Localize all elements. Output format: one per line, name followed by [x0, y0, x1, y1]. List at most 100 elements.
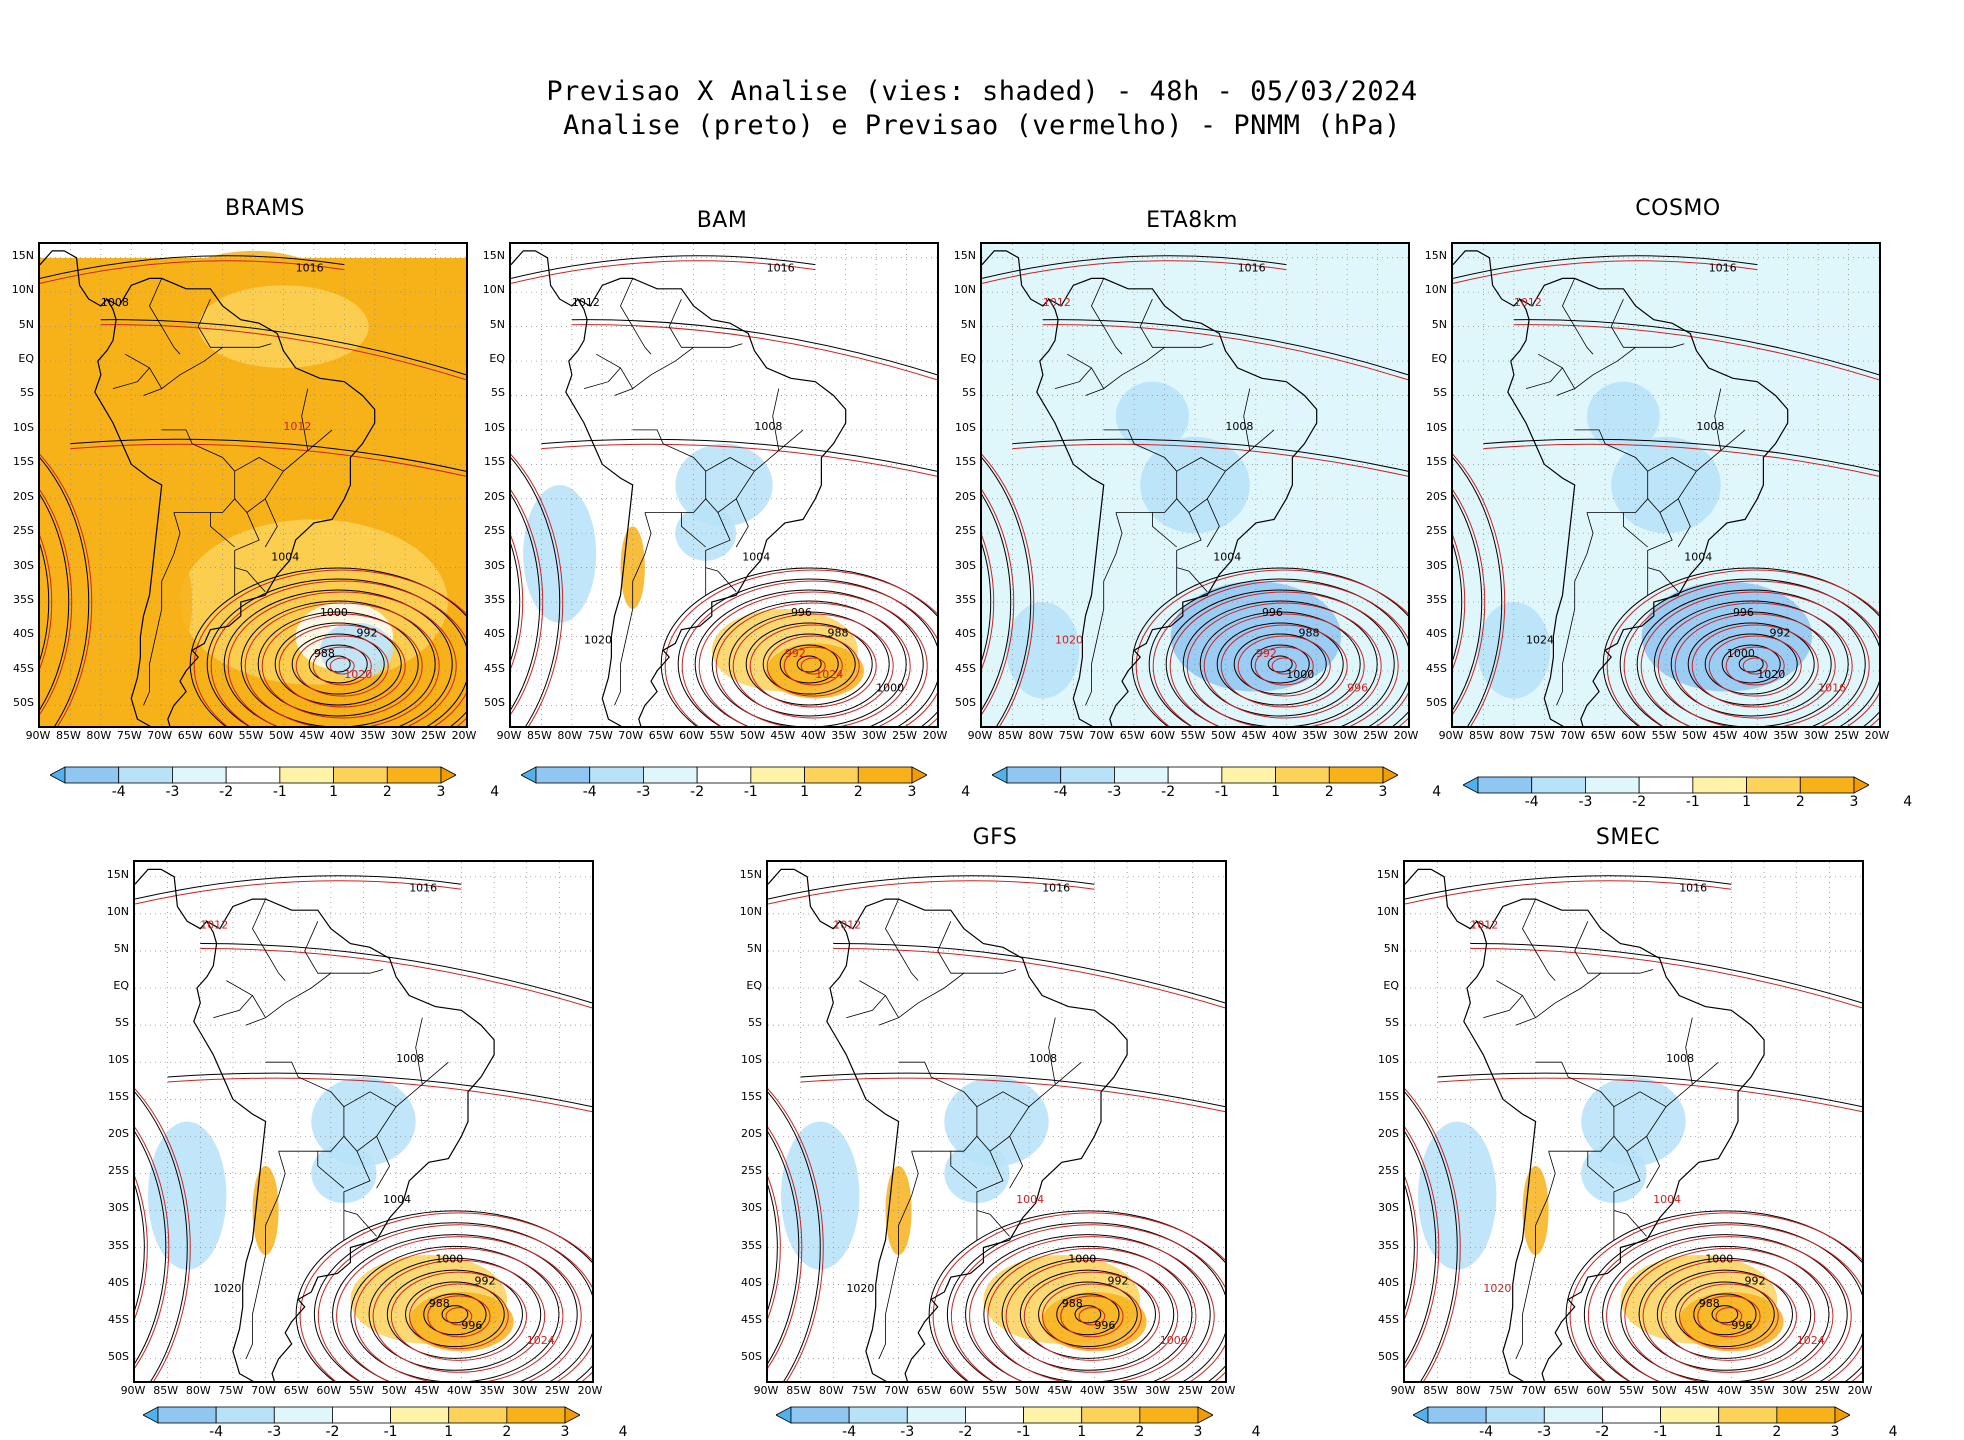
lat-label: 10S	[108, 1053, 129, 1067]
analysis-isobar	[1250, 644, 1310, 684]
forecast-isobar	[1005, 1259, 1179, 1373]
contour-label: 996	[1262, 606, 1283, 619]
colorbar-segment	[589, 766, 644, 784]
forecast-isobar	[664, 569, 937, 726]
lon-label: 70W	[1521, 1384, 1546, 1397]
bias-area-2	[70, 505, 193, 699]
lon-label: 30W	[861, 729, 887, 742]
analysis-isobar	[1165, 589, 1395, 726]
forecast-isobar	[210, 580, 466, 726]
country-border	[1613, 1136, 1647, 1237]
forecast-isobar-continental	[800, 1077, 1225, 1113]
contour-label: 1020	[1483, 1282, 1511, 1295]
lon-label: 75W	[1058, 729, 1084, 742]
analysis-isobar	[295, 1210, 592, 1381]
colorbar-segment	[1060, 766, 1115, 784]
forecast-isobar	[1642, 1259, 1816, 1373]
colorbar-tick: 4	[1888, 1424, 1898, 1440]
analysis-isobar	[728, 611, 890, 717]
colorbar-segment	[1660, 1406, 1720, 1424]
country-border	[846, 995, 886, 1019]
lon-label: 75W	[116, 729, 142, 742]
country-border	[210, 512, 235, 548]
country-border	[614, 343, 743, 396]
country-border	[1613, 1091, 1667, 1108]
lon-label: 30W	[1145, 1384, 1171, 1397]
forecast-isobar	[1237, 635, 1331, 697]
colorbar-tick: 1	[329, 784, 339, 800]
country-border	[245, 1151, 286, 1359]
contour-label: 988	[1699, 1297, 1720, 1310]
country-border	[1646, 1136, 1661, 1189]
colorbar-segment	[157, 1406, 217, 1424]
colorbar-segment	[1602, 1406, 1661, 1424]
analysis-isobar-high	[768, 1131, 800, 1364]
lon-label: 60W	[1150, 729, 1175, 742]
contour-label: 1004	[383, 1193, 411, 1206]
forecast-isobar-continental	[167, 1077, 592, 1113]
analysis-isobar	[1074, 1305, 1102, 1324]
analysis-isobar	[441, 1305, 469, 1324]
lon-label: 80W	[86, 729, 112, 742]
analysis-isobar	[1233, 633, 1327, 695]
lon-label: 40W	[329, 729, 355, 742]
country-border	[989, 1017, 1056, 1152]
colorbar-tick: 4	[618, 1424, 628, 1440]
analysis-isobar	[1636, 589, 1866, 726]
map-cosmo: 1016 1012 1008 1004 996 992 1000 1020 1024 1016	[1451, 242, 1881, 728]
analysis-isobar	[1001, 1257, 1175, 1371]
colorbar-tick: -3	[267, 1424, 282, 1440]
country-border	[1176, 457, 1226, 472]
colorbar-tick: -3	[900, 1424, 915, 1440]
lat-label: 10N	[482, 283, 505, 297]
analysis-isobar	[206, 578, 466, 726]
lat-label: 40S	[1426, 627, 1447, 641]
analysis-isobar-continental	[40, 255, 345, 279]
lon-label: 20W	[922, 729, 948, 742]
country-border	[976, 1136, 1010, 1237]
country-border	[125, 353, 163, 389]
colorbar-tick: -1	[1685, 794, 1700, 810]
forecast-isobar	[1606, 569, 1879, 726]
lat-label: 50S	[484, 696, 505, 710]
country-border	[213, 995, 253, 1019]
lat-label: 5S	[20, 386, 34, 400]
contour-label: 992	[785, 647, 806, 660]
country-border	[705, 457, 755, 472]
analysis-isobar	[745, 622, 873, 706]
lon-label: 45W	[1047, 1384, 1073, 1397]
map-bam: 1016 1012 1008 1004 996 988 992 1024 1020 1000	[509, 242, 939, 728]
central-america	[135, 868, 208, 930]
country-border	[149, 278, 181, 355]
lat-label: 15S	[484, 455, 505, 469]
analysis-isobar	[423, 1293, 487, 1336]
analysis-isobar-high	[982, 543, 992, 661]
forecast-isobar	[390, 1271, 527, 1361]
contour-label: 1000	[1286, 668, 1314, 681]
colorbar-eta8km	[991, 766, 1399, 788]
colorbar-cap-left	[1412, 1406, 1429, 1424]
forecast-isobar	[1186, 602, 1382, 726]
country-border	[1659, 388, 1722, 513]
map-brams: 1016 1008 1012 1004 1000 992 988 1020	[38, 242, 468, 728]
lat-label: 50S	[955, 696, 976, 710]
lon-label: 90W	[120, 1384, 146, 1397]
colorbar-tick: -1	[743, 784, 758, 800]
lat-label: 35S	[1426, 593, 1447, 607]
contour-label: 1016	[1818, 682, 1846, 695]
analysis-isobar	[257, 611, 419, 717]
analysis-isobar	[1019, 1269, 1156, 1359]
lat-label: 10S	[741, 1053, 762, 1067]
lat-label: 45S	[741, 1312, 762, 1326]
analysis-isobar-continental	[1470, 943, 1862, 1004]
panel-title-gfs: GFS	[972, 825, 1018, 850]
contour-label: 988	[1298, 626, 1319, 639]
country-border	[735, 498, 749, 548]
contour-label: 996	[1347, 682, 1368, 695]
colorbar-segment	[64, 766, 120, 784]
analysis-isobar	[1653, 600, 1849, 726]
analysis-isobar-continental	[1437, 1072, 1862, 1108]
colorbar-segment	[333, 766, 388, 784]
country-border	[1556, 343, 1685, 396]
coastline	[565, 277, 847, 726]
